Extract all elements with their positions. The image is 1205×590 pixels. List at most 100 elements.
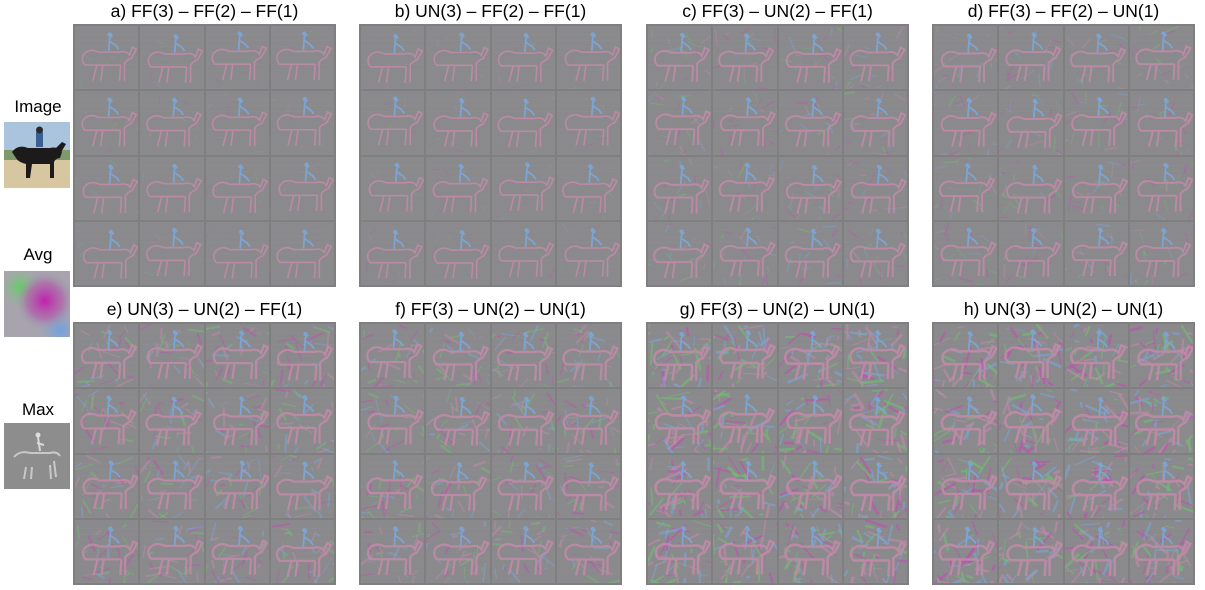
visualization-tile [778,324,842,388]
visualization-tile [270,454,334,518]
horse-rider-reconstruction [843,26,907,90]
visualization-tile [205,389,269,453]
panel-title: e) UN(3) – UN(2) – FF(1) [106,299,303,319]
visualization-tile [140,91,204,155]
visualization-tile [648,221,712,285]
visualization-tile [934,26,998,90]
visualization-tile [999,454,1063,518]
visualization-tile [713,389,777,453]
visualization-tile [934,389,998,453]
visualization-tile [1129,91,1193,155]
horse-rider-reconstruction [843,159,907,220]
visualization-tile [361,156,425,220]
visualization-tile [361,389,425,453]
visualization-tile [140,454,204,518]
visualization-tile [843,324,907,388]
visualization-tile [556,519,620,583]
horse-rider-reconstruction [1064,324,1128,388]
horse-rider-reconstruction [1129,224,1193,285]
horse-rider-reconstruction [205,159,269,219]
visualization-tile [75,26,139,90]
visualization-tile [361,519,425,583]
visualization-tile [75,324,139,388]
visualization-tile [361,26,425,90]
visualization-tile [934,324,998,388]
horse-rider-reconstruction [1129,389,1193,453]
horse-rider-reconstruction [426,520,490,583]
horse-rider-reconstruction [999,223,1063,285]
avg-label: Avg [23,245,53,264]
horse-rider-reconstruction [491,93,555,155]
visualization-grid [73,24,336,287]
visualization-tile [426,454,490,518]
panel-d: d) FF(3) – FF(2) – UN(1) [932,0,1195,287]
horse-rider-reconstruction [648,28,712,90]
visualization-tile [999,519,1063,583]
horse-rider-reconstruction [205,92,269,154]
horse-rider-reconstruction [75,390,139,453]
visualization-grid [73,322,336,585]
horse-rider-reconstruction [426,28,490,90]
horse-rider-reconstruction [934,326,998,388]
horse-rider-reconstruction [556,324,620,388]
visualization-tile [1129,519,1193,583]
horse-rider-reconstruction [778,224,842,285]
visualization-tile [75,221,139,285]
visualization-tile [426,324,490,388]
horse-rider-reconstruction [843,224,907,285]
horse-rider-reconstruction [713,455,777,518]
visualization-tile [270,324,334,388]
visualization-tile [934,221,998,285]
visualization-tile [1129,26,1193,90]
visualization-tile [778,91,842,155]
visualization-tile [140,519,204,583]
panel-b: b) UN(3) – FF(2) – FF(1) [359,0,622,287]
horse-rider-reconstruction [361,94,425,154]
visualization-grid [359,322,622,585]
horse-rider-reconstruction [1064,223,1128,285]
horse-rider-reconstruction [491,28,555,89]
visualization-grid [646,24,909,287]
visualization-tile [205,156,269,220]
visualization-tile [843,26,907,90]
panel-title: f) FF(3) – UN(2) – UN(1) [395,299,586,319]
horse-rider-reconstruction [1064,91,1128,154]
visualization-tile [426,519,490,583]
visualization-tile [491,221,555,285]
horse-rider-reconstruction [1064,454,1128,518]
horse-rider-reconstruction [205,455,269,518]
horse-rider-reconstruction [140,92,204,154]
visualization-tile [1064,156,1128,220]
visualization-tile [713,324,777,388]
horse-rider-reconstruction [778,454,842,518]
visualization-tile [648,519,712,583]
horse-rider-reconstruction [778,326,842,388]
visualization-tile [713,26,777,90]
horse-rider-reconstruction [1129,94,1193,155]
horse-rider-reconstruction [999,520,1063,583]
visualization-tile [648,389,712,453]
visualization-tile [491,519,555,583]
horse-rider-reconstruction [205,28,269,90]
visualization-tile [491,389,555,453]
max-map-image [4,423,70,489]
horse-rider-reconstruction [361,457,425,518]
visualization-tile [75,91,139,155]
horse-rider-reconstruction [75,94,139,155]
visualization-tile [648,26,712,90]
panel-title: d) FF(3) – FF(2) – UN(1) [967,1,1160,21]
visualization-tile [75,454,139,518]
horse-rider-reconstruction [270,326,334,388]
horse-rider-reconstruction [778,159,842,220]
visualization-tile [648,324,712,388]
visualization-tile [556,389,620,453]
horse-rider-reconstruction [205,522,269,583]
avg-map-image [4,271,70,337]
visualization-tile [140,324,204,388]
visualization-tile [843,91,907,155]
visualization-tile [1064,26,1128,90]
visualization-tile [361,91,425,155]
visualization-tile [140,389,204,453]
visualization-tile [999,324,1063,388]
horse-rider-reconstruction [648,324,712,388]
